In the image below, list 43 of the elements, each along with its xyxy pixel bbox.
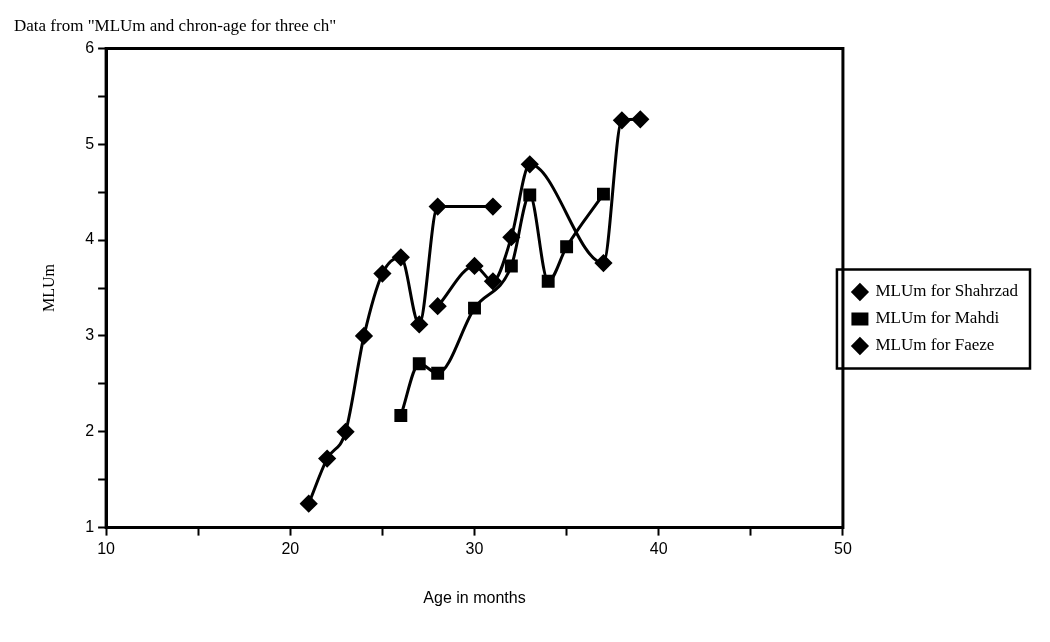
point xyxy=(466,257,484,275)
y-tick-label: 2 xyxy=(85,422,95,440)
point xyxy=(504,259,518,273)
point xyxy=(337,423,355,441)
y-tick-label: 1 xyxy=(85,518,95,536)
point xyxy=(373,265,391,283)
point xyxy=(523,188,537,202)
x-tick-label: 50 xyxy=(834,539,852,557)
point xyxy=(355,327,373,345)
point xyxy=(410,315,428,333)
legend-label: MLUm for Mahdi xyxy=(875,308,1000,328)
point xyxy=(392,248,410,266)
x-axis-title: Age in months xyxy=(423,588,526,606)
legend-label: MLUm for Shahrzad xyxy=(875,281,1019,301)
point xyxy=(613,111,631,129)
y-tick-label: 6 xyxy=(85,38,95,56)
y-tick-label: 3 xyxy=(85,326,95,344)
point xyxy=(429,297,447,315)
y-tick-label: 5 xyxy=(85,134,95,152)
y-tick-label: 4 xyxy=(85,230,95,248)
point xyxy=(502,228,520,246)
point xyxy=(484,198,502,216)
point xyxy=(429,198,447,216)
point xyxy=(631,110,649,128)
point xyxy=(431,366,445,380)
point xyxy=(541,274,555,288)
legend-label: MLUm for Faeze xyxy=(875,335,995,355)
x-tick-label: 10 xyxy=(97,539,116,557)
point xyxy=(597,187,610,201)
point xyxy=(468,301,481,315)
point xyxy=(394,409,408,422)
point xyxy=(318,450,336,468)
point xyxy=(521,155,539,173)
y-axis-title: MLUm xyxy=(39,263,57,312)
point xyxy=(412,357,426,371)
x-tick-label: 40 xyxy=(649,539,668,557)
point xyxy=(300,495,318,513)
x-tick-label: 20 xyxy=(281,539,300,557)
point xyxy=(594,254,612,272)
point xyxy=(560,240,574,254)
point xyxy=(484,272,502,290)
x-tick-label: 30 xyxy=(465,539,484,557)
chart-title: Data from "MLUm and chron-age for three ch" xyxy=(14,15,337,35)
